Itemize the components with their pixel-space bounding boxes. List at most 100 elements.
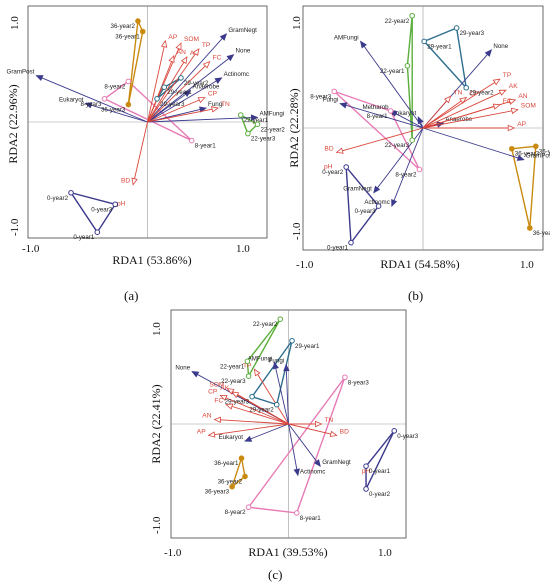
panel-b-point-label-36-year1: 36-year1 — [533, 230, 550, 237]
panel-a-taxa-label-gramnegt: GramNegt — [228, 27, 257, 34]
panel-c-taxa-arrowhead-actinomc — [293, 468, 300, 477]
panel-c-point-label-0-year2: 0-year2 — [369, 491, 391, 498]
panel-b-taxa-label-metharob: Metharob — [362, 104, 389, 111]
panel-c-point-label-8-year1: 8-year1 — [300, 515, 322, 522]
panel-b-point-label-8-year1: 8-year1 — [367, 113, 389, 120]
panel-a-taxa-label-anaerobe: Anaerobe — [193, 84, 220, 91]
panel-c-taxa-arrowhead-none — [191, 371, 200, 378]
panel-c-point-label-29-year1: 29-year1 — [295, 343, 320, 350]
panel-a-point-label-36-year1: 36-year1 — [115, 34, 140, 41]
panel-a-point-label-0-year1: 0-year1 — [73, 234, 95, 241]
panel-c-point-label-22-year2: 22-year2 — [253, 321, 278, 328]
panel-c-hull-29-year — [250, 340, 293, 406]
panel-c-taxa-arrowhead-eukaryot — [244, 435, 253, 442]
panel-b-point-label-22-year1: 22-year1 — [380, 68, 405, 75]
panel-c-taxa-label-amfungi: AMFungi — [248, 355, 273, 362]
panel-c-ytick-max: 1.0 — [151, 322, 163, 336]
panel-a-point-label-29-year2: 29-year2 — [184, 80, 209, 87]
panel-a-point-0-year2 — [68, 189, 74, 196]
panel-c-env-arrowhead-ap — [207, 431, 216, 438]
panel-a-point-label-29-year3: 29-year3 — [160, 101, 185, 108]
panel-c-point-0-year1 — [363, 463, 369, 469]
panel-b-point-label-36-year2: 36-year2 — [539, 148, 550, 155]
panel-c-point-label-0-year3: 0-year3 — [397, 433, 419, 440]
panel-a-env-arrowhead-bd — [131, 177, 138, 186]
panel-a-point-label-36-year2: 36-year2 — [111, 23, 136, 30]
panel-a-env-arrowhead-som — [175, 42, 182, 51]
panel-b-taxa-arrowhead-eukaryot — [417, 116, 424, 125]
panel-a-taxa-arrow-actinomc — [147, 77, 222, 123]
panel-c-env-arrow-ak — [231, 391, 289, 425]
panel-c-ylabel: RDA2 (22.41%) — [149, 384, 163, 463]
panel-b-env-arrowhead-som — [510, 107, 519, 115]
panel-a-env-arrowhead-cp — [197, 97, 206, 104]
panel-b-env-arrow-tn — [422, 95, 451, 129]
panel-b-point-36-year1 — [527, 225, 533, 231]
panel-a-env-arrow-fc — [147, 61, 210, 123]
panel-c-env-arrowhead-som — [226, 388, 235, 395]
panel-b-env-arrowhead-tn — [443, 95, 452, 104]
panel-b-taxa-arrow-actinomc — [391, 127, 424, 207]
panel-c-point-22-year3 — [245, 373, 252, 379]
panel-c-env-label-fc: FC — [214, 398, 223, 405]
panel-b-point-0-year2 — [343, 164, 350, 170]
panel-b-env-arrow-tp — [422, 78, 501, 129]
panel-c-point-8-year2 — [245, 504, 252, 511]
panel-a-taxa-arrowhead-amfungi — [250, 114, 259, 121]
panel-a-taxa-label-eukaryot: Eukaryot — [59, 96, 84, 103]
panel-a-point-label-8-year1: 8-year1 — [195, 143, 217, 150]
panel-b-env-arrow-bd — [336, 127, 424, 153]
panel-c-letter: (c) — [268, 567, 282, 582]
panel-b-hull-36-year — [510, 145, 537, 229]
panel-b-point-label-29-year3: 29-year3 — [460, 30, 485, 37]
panel-b-point-label-0-year3: 0-year3 — [355, 208, 377, 215]
panel-b-taxa-label-none: None — [493, 43, 508, 50]
panel-c-taxa-arrow-amfungi — [273, 362, 289, 425]
panel-b-ylabel: RDA2 (22.28%) — [287, 88, 301, 167]
panel-a: -1.0 1.0 1.0 -1.0 RDA1 (53.86%) RDA2 (22… — [6, 5, 285, 303]
panel-c-hull-36-year — [230, 455, 246, 489]
panel-a-ytick-max: 1.0 — [9, 16, 21, 30]
panel-b-env-label-ph: pH — [324, 163, 333, 170]
panel-b-taxa-arrow-amfungi — [360, 41, 424, 129]
panel-c-env-arrow-an — [214, 418, 289, 425]
panel-b-env-arrowhead-ap — [507, 124, 516, 132]
panel-c-point-label-36-year1: 36-year1 — [214, 460, 239, 467]
panel-a-env-label-ap: AP — [168, 34, 177, 41]
panel-a-env-arrow-bd — [132, 121, 148, 185]
panel-a-point-label-8-year2: 8-year2 — [104, 83, 126, 90]
panel-c-taxa-label-eukaryot: Eukaryot — [219, 434, 244, 441]
panel-b-point-label-29-year2: 29-year2 — [469, 90, 494, 97]
panel-b-point-0-year3 — [375, 203, 382, 209]
panel-a-env-label-bd: BD — [121, 178, 130, 185]
panel-b-env-arrow-som — [422, 109, 518, 129]
panel-b-hull-8-year — [333, 90, 421, 170]
panel-a-point-22-year1 — [237, 112, 244, 118]
panel-b-taxa-label-anaerobe: Anaerobe — [445, 116, 472, 123]
panel-a-env-arrowhead-ap — [160, 39, 168, 48]
panel-c-point-label-29-year3: 29-year3 — [225, 399, 250, 406]
panel-c-env-arrowhead-cp — [219, 395, 228, 401]
panel-b-xtick-max: 1.0 — [520, 259, 534, 271]
panel-a-env-arrow-ap — [147, 40, 166, 123]
panel-a-env-arrowhead-fc — [202, 60, 211, 69]
panel-a-point-36-year2 — [135, 18, 141, 24]
panel-c-env-label-cp: CP — [208, 389, 218, 396]
panel-a-taxa-arrow-eukaryot — [85, 103, 148, 123]
panel-c-env-arrowhead-tn — [314, 420, 323, 428]
panel-c-env-arrowhead-ak — [231, 391, 240, 399]
panel-b: -1.0 1.0 1.0 -1.0 RDA1 (54.58%) RDA2 (22… — [287, 5, 550, 303]
panel-b-taxa-arrowhead-amfungi — [360, 40, 367, 49]
panel-b-env-label-an: AN — [518, 93, 527, 100]
panel-a-point-label-22-year1: 22-year1 — [244, 117, 269, 124]
panel-c-env-label-tn: TN — [324, 417, 333, 424]
panel-a-point-0-year3 — [112, 201, 119, 208]
panel-b-env-arrow-ak — [422, 89, 506, 129]
panel-c-hull-0-year — [365, 430, 395, 490]
panel-b-point-label-0-year1: 0-year1 — [327, 245, 349, 252]
panel-a-point-22-year3 — [245, 130, 251, 137]
panel-b-xlabel: RDA1 (54.58%) — [380, 257, 459, 271]
panel-c-taxa-arrowhead-fungi — [283, 363, 290, 372]
panel-b-env-arrowhead-tp — [492, 78, 501, 86]
panel-a-taxa-arrow-grampost — [36, 75, 148, 123]
